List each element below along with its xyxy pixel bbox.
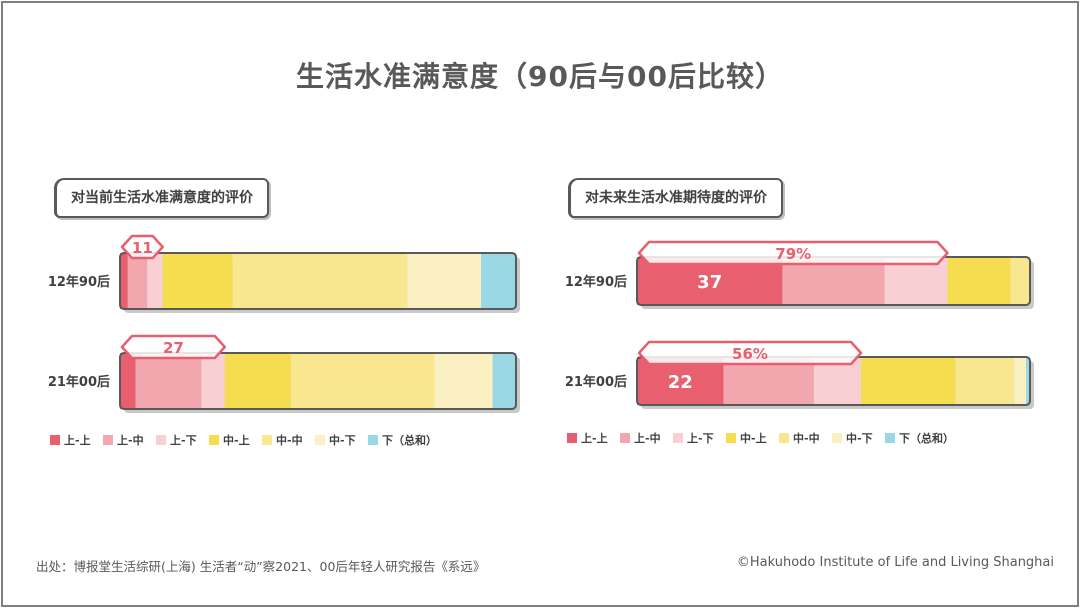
legend-swatch [620, 433, 630, 443]
bar-segment-5 [1010, 257, 1030, 305]
bar-segment-7 [481, 253, 516, 309]
category-label: 21年00后 [48, 374, 110, 390]
bar-segment-6 [407, 253, 482, 309]
legend-swatch [567, 433, 577, 443]
legend-label: 上-上 [64, 433, 91, 447]
legend-label: 上-下 [687, 431, 714, 445]
copyright-note: ©Hakuhodo Institute of Life and Living S… [736, 555, 1054, 570]
legend-label: 中-中 [276, 433, 303, 447]
range-arrow-label: 27 [163, 339, 184, 357]
left-chart-title: 对当前生活水准满意度的评价 [54, 178, 269, 218]
bar-segment-2 [135, 353, 202, 409]
bar-segment-3 [201, 353, 225, 409]
legend-swatch [726, 433, 736, 443]
range-arrow [637, 240, 949, 266]
range-arrow-label: 11 [132, 239, 153, 257]
bar-segment-5 [232, 253, 408, 309]
legend-swatch [885, 433, 895, 443]
bar-segment-7 [492, 353, 516, 409]
range-arrow-label: 79% [775, 245, 811, 263]
right-chart-title: 对未来生活水准期待度的评价 [568, 178, 783, 218]
page-title: 生活水准满意度（90后与00后比较） [296, 60, 784, 93]
bar-segment-7 [1026, 357, 1030, 405]
category-label: 21年00后 [565, 374, 627, 390]
legend-label: 中-上 [223, 433, 250, 447]
bar-segment-5 [290, 353, 435, 409]
legend-swatch [262, 435, 272, 445]
bar-segment-4 [861, 357, 956, 405]
source-note: 出处：博报堂生活综研(上海) 生活者“动”察2021、00后年轻人研究报告《系远… [36, 559, 486, 574]
legend-label: 上-下 [170, 433, 197, 447]
legend-swatch [368, 435, 378, 445]
category-label: 12年90后 [565, 274, 627, 290]
legend-swatch [156, 435, 166, 445]
bar-outline [119, 352, 517, 410]
legend-label: 上-上 [581, 431, 608, 445]
bar-segment-3 [147, 253, 163, 309]
bar-outline [119, 252, 517, 310]
legend-swatch [832, 433, 842, 443]
bar-segment-1 [120, 353, 136, 409]
legend-swatch [673, 433, 683, 443]
current-satisfaction-chart: 12年90后 11 21年00后 27 上-上 上-中 上-下 中-上 中-中 中-下 下（总和） [48, 234, 520, 447]
legend-label: 上-中 [117, 433, 144, 447]
bar-segment-1 [120, 253, 128, 309]
legend-swatch [50, 435, 60, 445]
range-arrow [120, 234, 164, 260]
bar-segment-4 [947, 257, 1011, 305]
legend-label: 中-下 [846, 431, 873, 445]
bar-segment-5 [955, 357, 1015, 405]
legend-swatch [779, 433, 789, 443]
range-arrow [637, 340, 863, 366]
legend-swatch [315, 435, 325, 445]
bar-segment-4 [162, 253, 233, 309]
legend-label: 中-下 [329, 433, 356, 447]
range-arrow [120, 334, 227, 360]
legend-swatch [103, 435, 113, 445]
bar-segment-4 [224, 353, 291, 409]
legend-label: 中-中 [793, 431, 820, 445]
legend-label: 中-上 [740, 431, 767, 445]
legend-label: 下（总和） [382, 433, 437, 447]
legend-label: 下（总和） [899, 431, 954, 445]
bar-segment-6 [1014, 357, 1027, 405]
segment-value-label: 37 [697, 272, 722, 293]
legend-label: 上-中 [634, 431, 661, 445]
future-expectation-chart: 12年90后 37 79% 21年00后 22 56% 上-上 上-中 上-下 中-上 中-中 中-下… [565, 240, 1034, 445]
bar-segment-6 [434, 353, 493, 409]
legend-swatch [209, 435, 219, 445]
range-arrow-label: 56% [732, 345, 768, 363]
segment-value-label: 22 [668, 372, 693, 393]
bar-segment-2 [127, 253, 148, 309]
category-label: 12年90后 [48, 274, 110, 290]
